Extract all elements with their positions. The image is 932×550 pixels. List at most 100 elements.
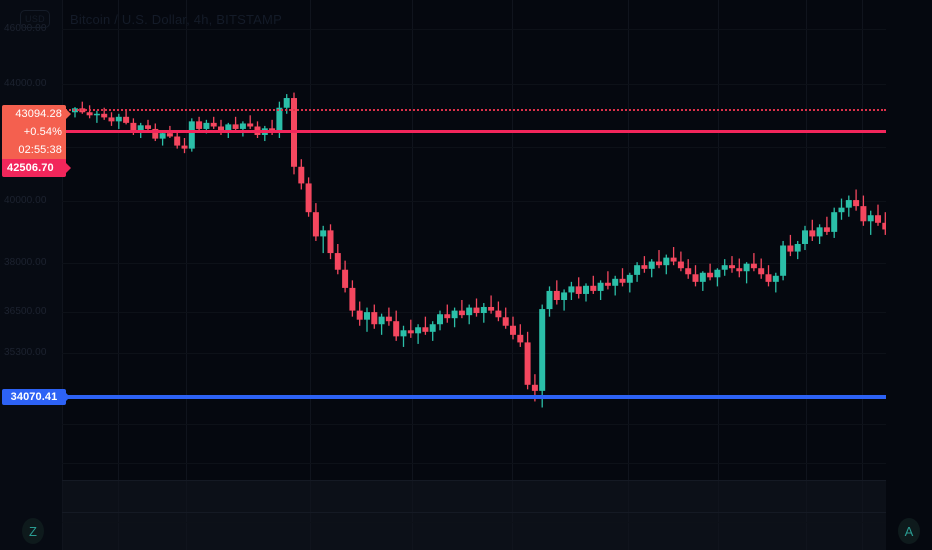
candle-body-down[interactable] [692, 274, 699, 282]
candle-body-down[interactable] [385, 316, 392, 322]
candle-body-down[interactable] [809, 230, 816, 237]
support-price-tag[interactable]: 34070.41 [2, 389, 70, 405]
candle-body-down[interactable] [174, 136, 181, 146]
candle-body-up[interactable] [429, 324, 436, 332]
candle-body-down[interactable] [86, 112, 93, 116]
candle-body-up[interactable] [276, 107, 283, 132]
candle-body-up[interactable] [283, 98, 290, 108]
candle-body-up[interactable] [743, 263, 750, 272]
candle-body-up[interactable] [239, 123, 246, 129]
candle-body-up[interactable] [721, 265, 728, 270]
candle-body-up[interactable] [626, 274, 633, 283]
candle-body-up[interactable] [794, 243, 801, 252]
candle-body-up[interactable] [159, 133, 166, 139]
candle-body-down[interactable] [619, 278, 626, 283]
candle-body-down[interactable] [422, 327, 429, 332]
candle-body-up[interactable] [93, 113, 100, 116]
candle-body-down[interactable] [123, 116, 130, 123]
candle-body-up[interactable] [568, 286, 575, 293]
candle-body-up[interactable] [451, 310, 458, 319]
candle-body-up[interactable] [364, 312, 370, 320]
candle-body-down[interactable] [305, 183, 312, 213]
candle-body-down[interactable] [458, 310, 465, 316]
candle-body-down[interactable] [823, 227, 830, 232]
candle-body-down[interactable] [517, 334, 524, 343]
candle-body-down[interactable] [502, 317, 509, 326]
candle-body-down[interactable] [312, 212, 319, 237]
candle-body-down[interactable] [210, 122, 217, 127]
candle-body-up[interactable] [561, 292, 568, 301]
candle-body-down[interactable] [670, 257, 677, 262]
candle-body-down[interactable] [218, 126, 224, 132]
candle-body-down[interactable] [393, 321, 400, 337]
candle-body-up[interactable] [539, 309, 546, 391]
candle-body-up[interactable] [634, 265, 641, 275]
candle-body-up[interactable] [137, 125, 144, 132]
candle-body-down[interactable] [750, 263, 757, 269]
candle-body-down[interactable] [853, 200, 860, 207]
candle-body-up[interactable] [437, 314, 443, 325]
candle-body-down[interactable] [181, 145, 188, 149]
candle-body-down[interactable] [524, 342, 531, 385]
candle-body-up[interactable] [648, 261, 655, 269]
candle-body-up[interactable] [415, 327, 422, 334]
candle-body-up[interactable] [867, 215, 874, 222]
candle-body-down[interactable] [232, 124, 239, 129]
candle-body-down[interactable] [247, 123, 254, 127]
candle-body-down[interactable] [166, 133, 173, 137]
candle-body-down[interactable] [349, 287, 356, 311]
candle-body-up[interactable] [831, 212, 838, 232]
candle-body-down[interactable] [152, 128, 159, 139]
candle-body-down[interactable] [495, 310, 502, 318]
support-solid[interactable] [62, 395, 886, 399]
candle-body-down[interactable] [882, 222, 889, 230]
candle-body-down[interactable] [108, 117, 115, 122]
candle-body-down[interactable] [590, 285, 597, 291]
candle-body-down[interactable] [444, 314, 451, 319]
candle-body-down[interactable] [101, 113, 108, 118]
candle-body-down[interactable] [473, 307, 480, 314]
candle-body-up[interactable] [714, 269, 721, 278]
candle-body-down[interactable] [334, 253, 341, 270]
candle-body-up[interactable] [480, 306, 487, 314]
candle-body-up[interactable] [780, 245, 787, 276]
candle-body-down[interactable] [765, 274, 772, 282]
candle-body-down[interactable] [356, 310, 363, 320]
candle-body-up[interactable] [772, 275, 779, 282]
candle-body-up[interactable] [203, 122, 210, 129]
candle-body-down[interactable] [729, 265, 735, 269]
candle-body-down[interactable] [575, 286, 582, 294]
candle-body-down[interactable] [604, 282, 611, 286]
candle-body-down[interactable] [327, 230, 334, 254]
candle-body-down[interactable] [196, 121, 203, 129]
candle-body-up[interactable] [802, 230, 808, 244]
candle-body-up[interactable] [546, 290, 553, 310]
candle-body-down[interactable] [685, 268, 692, 275]
candle-body-up[interactable] [583, 285, 589, 294]
candle-body-up[interactable] [845, 200, 852, 208]
candle-body-up[interactable] [838, 207, 845, 213]
resistance-dotted[interactable] [62, 109, 886, 111]
candle-body-down[interactable] [641, 265, 648, 269]
candle-body-down[interactable] [531, 384, 538, 391]
candle-body-down[interactable] [677, 261, 684, 269]
price-axis[interactable] [0, 0, 62, 550]
last-price-solid[interactable] [62, 130, 886, 133]
candle-body-down[interactable] [553, 290, 560, 301]
candle-body-up[interactable] [466, 307, 473, 316]
candle-body-up[interactable] [188, 121, 195, 149]
quote-price-tag[interactable]: 43094.28 +0.54% 02:55:38 42506.70 [2, 105, 71, 177]
candle-body-down[interactable] [656, 261, 662, 266]
candle-body-up[interactable] [816, 227, 823, 237]
candle-body-down[interactable] [510, 325, 516, 335]
candle-body-down[interactable] [130, 122, 137, 132]
candle-body-up[interactable] [320, 230, 327, 237]
candle-body-down[interactable] [488, 306, 495, 311]
candle-body-down[interactable] [758, 268, 765, 275]
last-price-tag[interactable]: 42506.70 [2, 159, 71, 177]
candle-body-up[interactable] [612, 278, 619, 286]
candle-body-down[interactable] [145, 125, 151, 129]
candle-body-up[interactable] [699, 272, 706, 282]
